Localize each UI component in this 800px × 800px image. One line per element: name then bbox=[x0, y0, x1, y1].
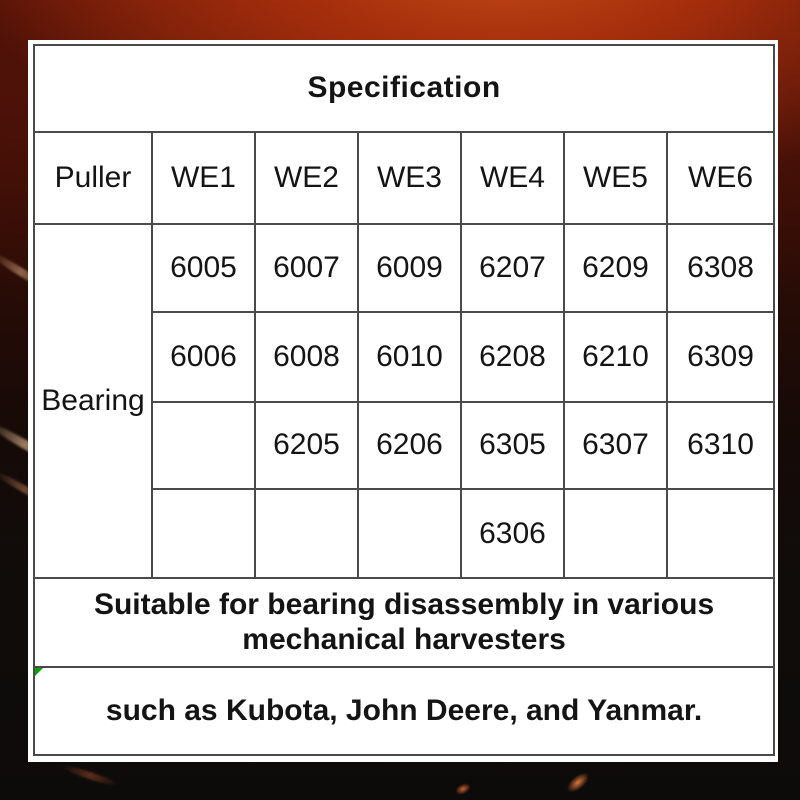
bearing-cell: 6209 bbox=[563, 223, 668, 313]
note-row-brands: such as Kubota, John Deere, and Yanmar. bbox=[32, 665, 776, 757]
bearing-cell: 6210 bbox=[563, 310, 668, 403]
bearing-cell-empty bbox=[563, 488, 668, 580]
bearing-cell: 6010 bbox=[357, 310, 462, 403]
header-we1: WE1 bbox=[151, 131, 256, 226]
bearing-cell: 6007 bbox=[254, 223, 359, 313]
bearing-cell: 6310 bbox=[665, 400, 776, 491]
bearing-row-label: Bearing bbox=[33, 223, 153, 580]
bearing-cell: 6206 bbox=[357, 400, 462, 491]
bearing-cell: 6306 bbox=[460, 488, 565, 580]
bearing-cell: 6205 bbox=[254, 400, 359, 491]
ember-glow bbox=[563, 769, 593, 796]
bearing-cell: 6005 bbox=[151, 223, 256, 313]
bearing-cell: 6008 bbox=[254, 310, 359, 403]
bearing-cell-empty bbox=[151, 488, 256, 580]
cell-comment-marker-icon bbox=[36, 668, 43, 676]
bearing-cell-empty bbox=[357, 488, 462, 580]
header-we6: WE6 bbox=[665, 131, 776, 226]
header-we2: WE2 bbox=[254, 131, 359, 226]
note-row-suitability: Suitable for bearing disassembly in vari… bbox=[32, 577, 776, 668]
bearing-cell: 6307 bbox=[563, 400, 668, 491]
bearing-cell-empty bbox=[665, 488, 776, 580]
bearing-row-2: 6006 6008 6010 6208 6210 6309 bbox=[34, 310, 776, 403]
note-brands: such as Kubota, John Deere, and Yanmar. bbox=[32, 665, 776, 757]
bearing-cell: 6207 bbox=[460, 223, 565, 313]
bearing-cell: 6309 bbox=[665, 310, 776, 403]
bearing-row-4: 6306 bbox=[34, 488, 776, 580]
bearing-cell: 6009 bbox=[357, 223, 462, 313]
header-we4: WE4 bbox=[460, 131, 565, 226]
bearing-cell-empty bbox=[254, 488, 359, 580]
note-brands-text: such as Kubota, John Deere, and Yanmar. bbox=[105, 693, 703, 727]
bearing-cell: 6208 bbox=[460, 310, 565, 403]
note-suitability: Suitable for bearing disassembly in vari… bbox=[32, 577, 776, 668]
header-we3: WE3 bbox=[357, 131, 462, 226]
title-row: Specification bbox=[32, 43, 776, 134]
bearing-cell: 6006 bbox=[151, 310, 256, 403]
bearing-cell: 6305 bbox=[460, 400, 565, 491]
header-puller: Puller bbox=[33, 131, 153, 226]
spark-streak bbox=[60, 762, 120, 789]
bearing-row-1: Bearing 6005 6007 6009 6207 6209 6308 bbox=[33, 223, 776, 580]
header-row: Puller WE1 WE2 WE3 WE4 WE5 WE6 bbox=[33, 131, 776, 226]
table-title: Specification bbox=[32, 43, 776, 134]
specification-table: Specification Puller WE1 WE2 WE3 WE4 WE5… bbox=[32, 43, 776, 757]
bearing-cell: 6308 bbox=[665, 223, 776, 313]
specification-sheet: Specification Puller WE1 WE2 WE3 WE4 WE5… bbox=[28, 40, 778, 762]
bearing-row-3: 6205 6206 6305 6307 6310 bbox=[34, 400, 776, 491]
header-we5: WE5 bbox=[563, 131, 668, 226]
ember-glow bbox=[453, 781, 473, 797]
bearing-cell-empty bbox=[151, 400, 256, 491]
